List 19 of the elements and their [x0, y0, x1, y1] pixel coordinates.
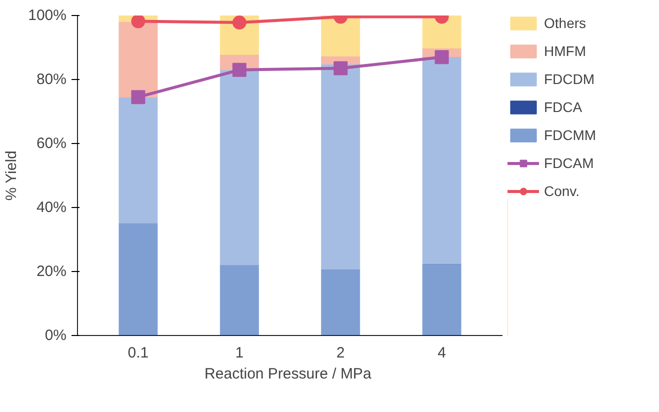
x-tick-label: 4 — [438, 344, 446, 362]
legend-label: Conv. — [544, 183, 580, 199]
x-tick-label: 2 — [336, 344, 345, 362]
y-tick-label: 60% — [36, 135, 67, 152]
x-axis-title: Reaction Pressure / MPa — [204, 366, 372, 382]
legend-label: FDCDM — [544, 71, 595, 87]
y-tick-label: 100% — [28, 7, 67, 24]
x-tick-label: 1 — [235, 344, 244, 362]
x-tick-label: 0.1 — [128, 344, 149, 362]
y-tick-label: 80% — [36, 71, 67, 88]
y-tick-label: 20% — [36, 263, 67, 280]
legend-label: FDCAM — [544, 155, 594, 171]
y-axis-title: % Yield — [3, 150, 20, 201]
legend-label: FDCMM — [544, 127, 596, 143]
legend-label: FDCA — [544, 99, 582, 115]
legend-label: HMFM — [544, 43, 586, 59]
y-tick-label: 0% — [44, 327, 67, 344]
legend-label: Others — [544, 15, 586, 31]
y-tick-label: 40% — [36, 199, 67, 216]
